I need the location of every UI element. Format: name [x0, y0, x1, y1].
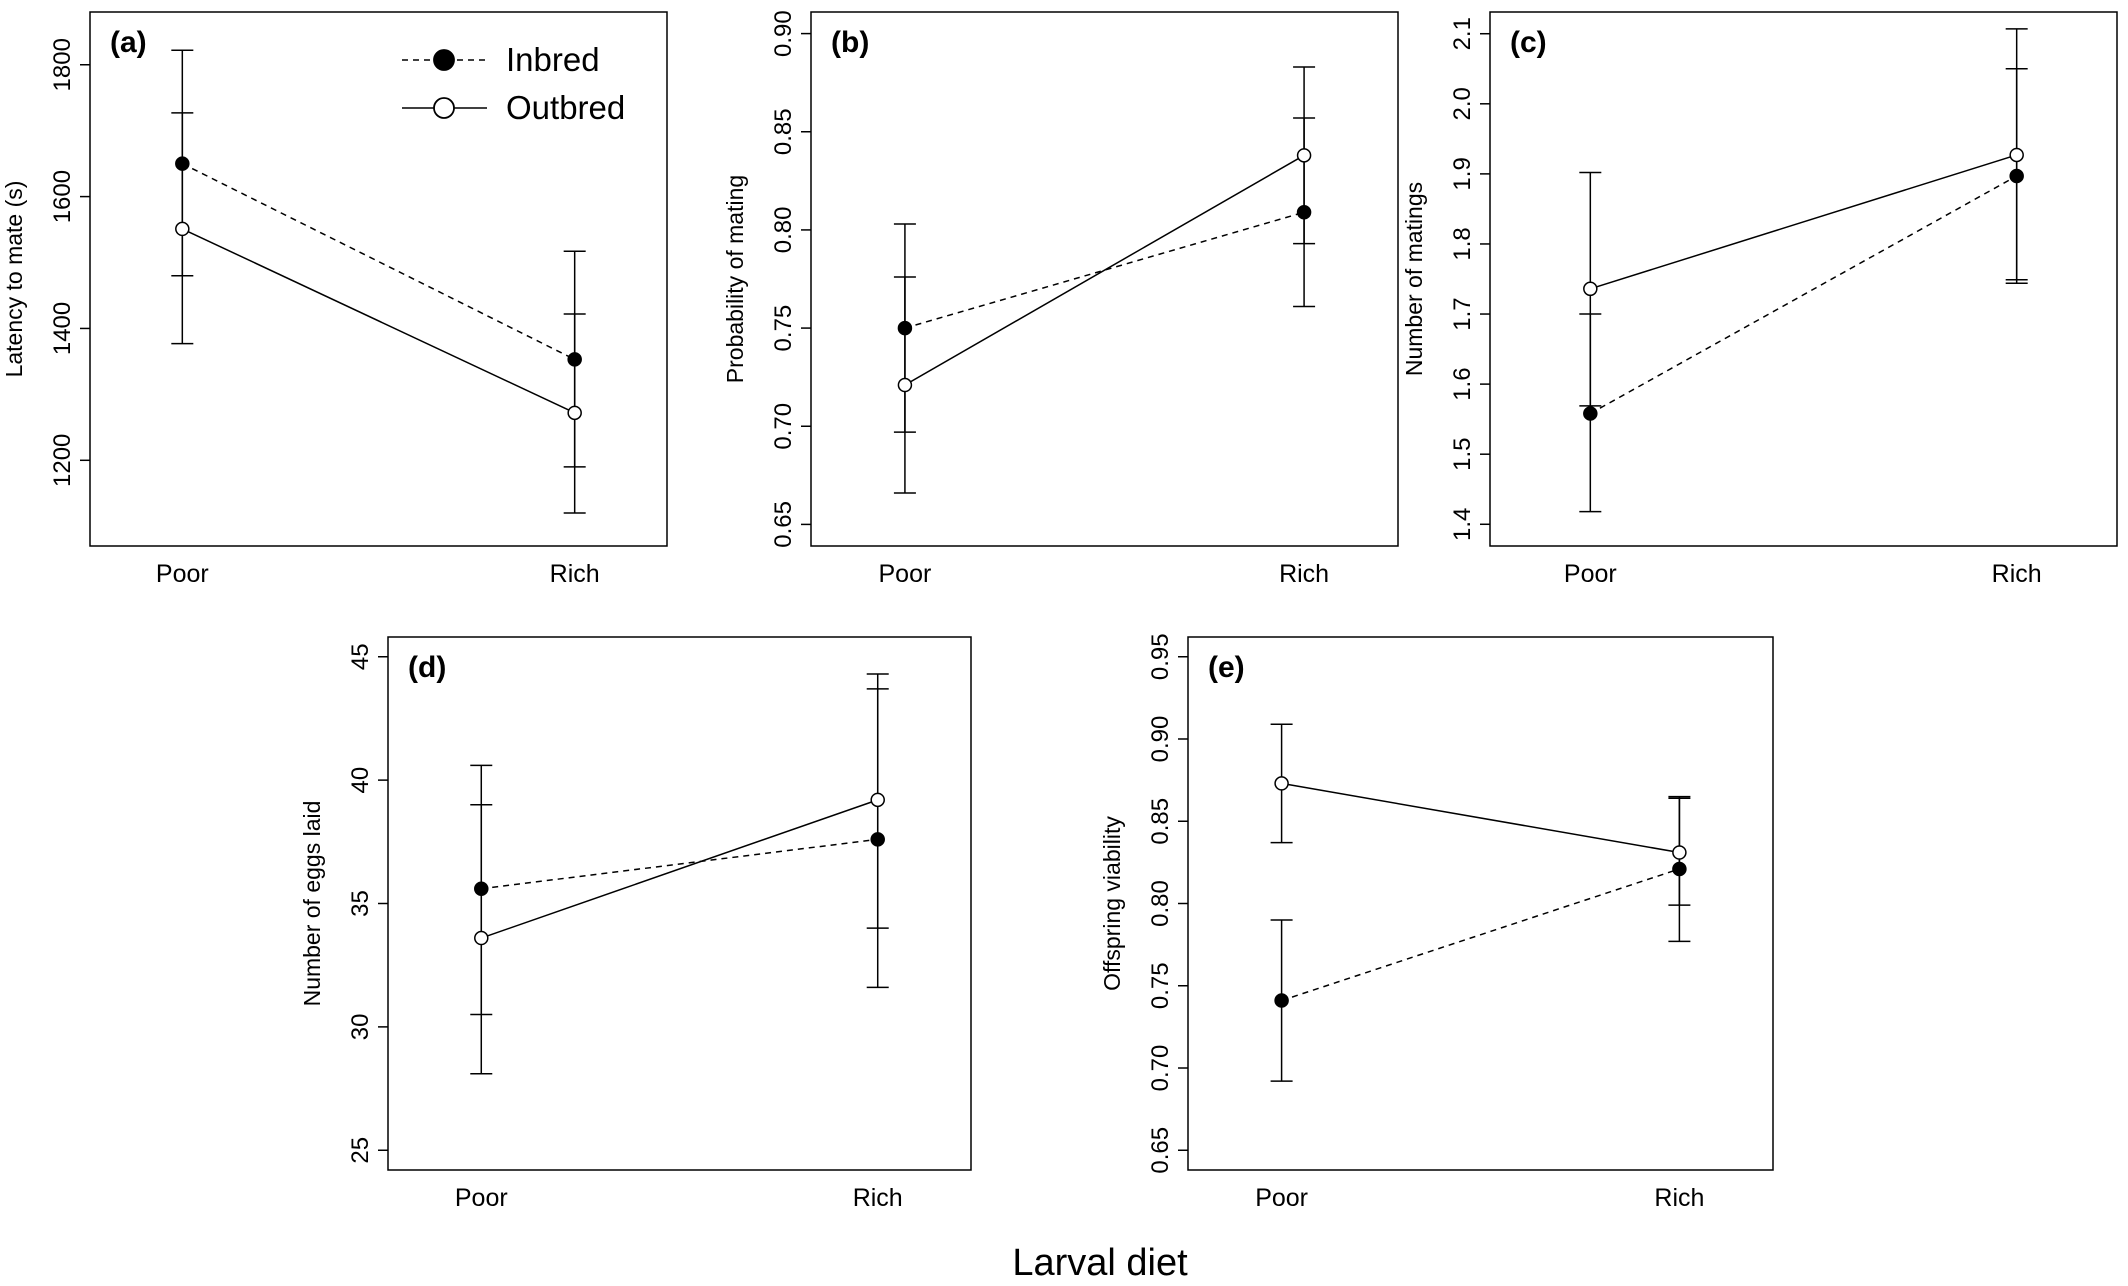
series-outbred [893, 66, 1316, 494]
x-tick-label: Rich [1654, 1184, 1704, 1212]
chart-panel-3: 1.4 1.5 1.6 1.7 1.8 1.9 2.0 2.1 Number of mating… [1401, 11, 2118, 588]
data-point [474, 930, 489, 946]
y-tick-label: 0.80 [1147, 880, 1174, 927]
y-tick-label: 1.4 [1449, 508, 1476, 541]
data-point [870, 792, 885, 808]
panels: 1200 1400 1600 1800 Latency to mate (s) Poor R… [1, 10, 2118, 1212]
y-tick-label: 1600 [49, 170, 76, 223]
y-tick-label: 1.6 [1449, 367, 1476, 400]
panel-label: (a) [110, 26, 147, 59]
y-tick-label: 0.85 [770, 108, 797, 155]
y-tick-label: 0.65 [1147, 1127, 1174, 1174]
data-point [175, 221, 190, 237]
data-point [567, 405, 582, 421]
data-point [1296, 148, 1312, 163]
chart-panel-1: 1200 1400 1600 1800 Latency to mate (s) Poor R… [1, 11, 668, 588]
legend: Inbred Outbred [402, 41, 625, 126]
x-tick-label: Poor [1255, 1184, 1308, 1212]
y-tick-label: 2.1 [1449, 17, 1476, 50]
series-line [1589, 175, 2018, 415]
panel-label: (b) [831, 26, 869, 59]
y-tick-label: 0.70 [770, 403, 797, 450]
plot-frame [89, 11, 668, 547]
series-line [1281, 868, 1680, 1002]
legend-label: Inbred [506, 41, 600, 78]
y-tick-label: 0.75 [1147, 962, 1174, 1009]
plot-frame [1187, 636, 1774, 1171]
y-tick-label: 1.5 [1449, 438, 1476, 471]
data-point [1583, 281, 1598, 297]
x-tick-label: Poor [1564, 560, 1617, 588]
series-line [1281, 782, 1680, 854]
y-tick-label: 1200 [49, 434, 76, 487]
series-outbred [1579, 28, 2028, 407]
y-tick-label: 35 [347, 890, 374, 917]
chart-panel-5: 0.65 0.70 0.75 0.80 0.85 0.90 0.95 Offspring vi… [1099, 633, 1774, 1212]
x-tick-label: Poor [156, 560, 209, 588]
series-inbred [470, 688, 889, 1016]
y-tick-label: 0.90 [1147, 716, 1174, 763]
data-point [2009, 147, 2024, 163]
y-tick-label: 0.65 [770, 501, 797, 548]
plot-frame [1489, 11, 2118, 547]
data-point [1672, 845, 1687, 860]
y-axis-label: Number of eggs laid [299, 801, 325, 1007]
y-tick-label: 25 [347, 1137, 374, 1164]
x-tick-label: Rich [1992, 560, 2042, 588]
x-tick-label: Poor [879, 560, 932, 588]
series-line [181, 162, 576, 361]
series-line [904, 154, 1305, 386]
legend-marker [433, 97, 455, 119]
chart-panel-2: 0.65 0.70 0.75 0.80 0.85 0.90 Probability of m… [722, 10, 1399, 588]
y-tick-label: 1400 [49, 302, 76, 355]
y-tick-label: 0.95 [1147, 633, 1174, 680]
panel-label: (d) [408, 651, 446, 684]
y-tick-label: 1.7 [1449, 297, 1476, 330]
series-line [182, 228, 575, 414]
series-outbred [470, 673, 889, 1075]
series-line [904, 211, 1305, 329]
data-point [1274, 776, 1289, 791]
panel-label: (e) [1208, 651, 1245, 684]
y-tick-label: 2.0 [1449, 87, 1476, 120]
y-tick-label: 0.85 [1147, 798, 1174, 845]
plot-frame [387, 636, 972, 1171]
x-axis-title: Larval diet [1012, 1242, 1188, 1284]
y-tick-label: 0.70 [1147, 1045, 1174, 1092]
series-inbred [893, 117, 1316, 433]
y-tick-label: 0.80 [770, 207, 797, 254]
series-line [481, 838, 878, 890]
series-outbred [1270, 723, 1691, 906]
x-tick-label: Rich [550, 560, 600, 588]
y-tick-label: 1.8 [1449, 227, 1476, 260]
y-tick-label: 0.90 [770, 10, 797, 57]
x-tick-label: Poor [455, 1184, 508, 1212]
y-tick-label: 40 [347, 767, 374, 794]
plot-frame [810, 11, 1399, 547]
y-tick-label: 30 [347, 1014, 374, 1041]
data-point [1274, 993, 1289, 1008]
data-point [1583, 406, 1598, 421]
y-tick-label: 45 [347, 643, 374, 670]
series-inbred [1270, 795, 1691, 1082]
series-inbred [1579, 68, 2028, 513]
y-axis-label: Number of matings [1401, 182, 1427, 376]
y-tick-label: 1800 [49, 38, 76, 91]
legend-label: Outbred [506, 89, 625, 126]
series-line [481, 799, 878, 939]
y-axis-label: Latency to mate (s) [1, 181, 27, 378]
x-tick-label: Rich [853, 1184, 903, 1212]
series-line [1590, 154, 2017, 290]
y-tick-label: 0.75 [770, 305, 797, 352]
y-tick-label: 1.9 [1449, 157, 1476, 190]
y-axis-label: Probability of mating [722, 175, 748, 383]
panel-label: (c) [1510, 26, 1547, 59]
data-point [897, 377, 913, 393]
y-axis-label: Offspring viability [1099, 816, 1125, 991]
chart-panel-4: 25 30 35 40 45 Number of eggs laid Poor Rich (d) [299, 636, 972, 1212]
legend-marker [433, 49, 455, 71]
series-outbred [171, 112, 586, 514]
x-tick-label: Rich [1279, 560, 1329, 588]
